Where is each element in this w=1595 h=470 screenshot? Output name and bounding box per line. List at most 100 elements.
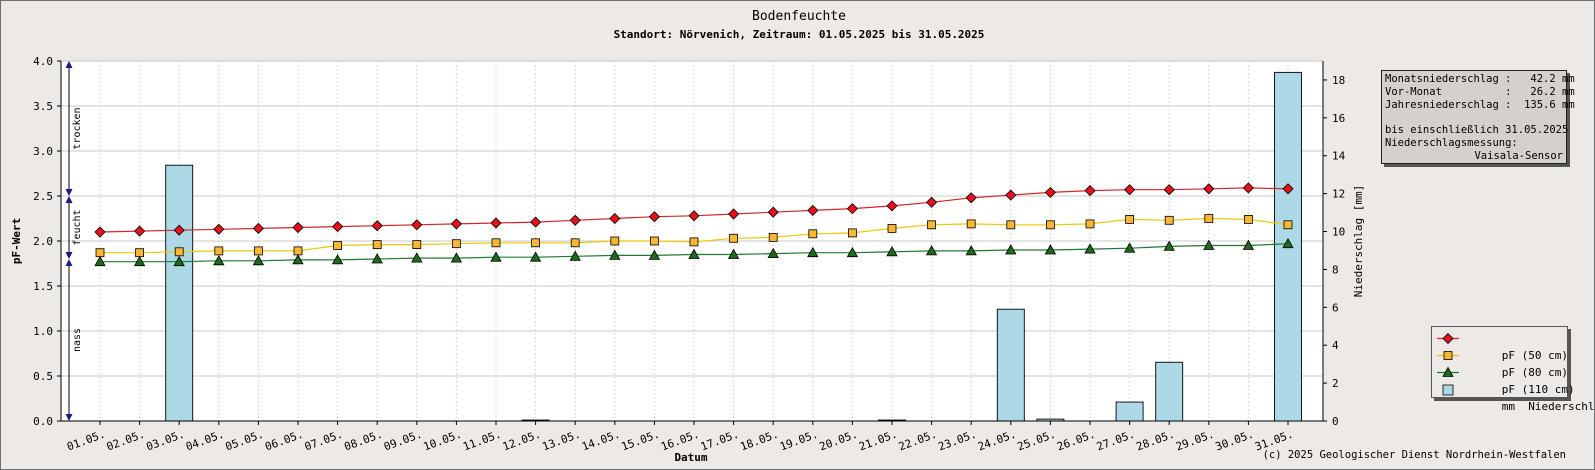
y-tick-label-right: 14 — [1332, 150, 1346, 163]
green-triangle-icon — [1437, 366, 1459, 377]
x-tick-label: 01.05. — [65, 428, 107, 454]
data-point — [1282, 237, 1294, 249]
legend-label: pF (50 cm) — [1501, 349, 1568, 362]
x-tick-label: 13.05. — [540, 428, 582, 454]
zone-arrow-down — [65, 414, 73, 421]
x-tick-label: 07.05. — [303, 428, 345, 454]
data-point — [1242, 182, 1254, 194]
x-tick-label: 14.05. — [580, 428, 622, 454]
data-point — [490, 251, 502, 262]
chart-subtitle: Standort: Nörvenich, Zeitraum: 01.05.202… — [614, 28, 985, 41]
data-point — [925, 245, 938, 256]
precipitation-info-box: Monatsniederschlag : 42.2 mm Vor-Monat :… — [1381, 70, 1575, 164]
data-point — [252, 254, 265, 266]
data-point — [133, 255, 146, 267]
x-tick-label: 22.05. — [897, 428, 939, 454]
precipitation-bar — [1155, 361, 1184, 422]
chart-title: Bodenfeuchte — [752, 9, 846, 24]
zone-arrow-down — [65, 252, 73, 259]
legend-item-pf110: pF (110 cm) — [1432, 364, 1575, 396]
x-tick-label: 28.05. — [1134, 428, 1176, 454]
data-point — [1242, 239, 1255, 250]
data-point — [648, 249, 661, 260]
data-point — [886, 200, 898, 212]
data-point — [173, 224, 185, 236]
data-point — [767, 247, 779, 259]
y-tick-label-left: 1.5 — [33, 280, 53, 293]
zone-arrow-down — [65, 189, 73, 196]
y-tick-label-right: 16 — [1332, 112, 1345, 125]
data-point — [253, 246, 263, 256]
x-tick-label: 27.05. — [1095, 428, 1137, 454]
data-point — [135, 248, 145, 258]
data-point — [134, 225, 146, 237]
data-point — [688, 210, 700, 222]
x-tick-label: 21.05. — [857, 428, 899, 454]
y-tick-label-right: 2 — [1332, 377, 1339, 390]
data-point — [1124, 184, 1136, 196]
y-tick-label-right: 18 — [1332, 74, 1345, 87]
data-point — [1125, 214, 1134, 224]
info-line: Monatsniederschlag : 42.2 mm — [1385, 73, 1575, 85]
data-point — [569, 250, 581, 261]
data-point — [213, 254, 225, 266]
precipitation-bars — [165, 71, 1302, 422]
precipitation-bar — [1115, 401, 1144, 422]
data-point — [966, 219, 976, 229]
data-point — [965, 245, 977, 256]
zone-arrow-up — [65, 196, 73, 203]
data-point — [926, 196, 938, 208]
data-point — [371, 253, 383, 264]
data-point — [569, 214, 581, 226]
data-point — [451, 239, 461, 249]
x-tick-label: 12.05. — [501, 428, 543, 454]
data-point — [1084, 185, 1096, 197]
data-point — [846, 246, 859, 258]
info-sensor: Vaisala-Sensor — [1474, 149, 1563, 162]
legend-label: pF (80 cm) — [1501, 366, 1568, 379]
zone-arrow-up — [65, 259, 73, 266]
x-tick-label: 23.05. — [936, 428, 978, 454]
data-point — [94, 255, 106, 267]
data-point — [965, 192, 977, 204]
data-point — [729, 233, 738, 243]
data-point — [648, 211, 660, 223]
x-tick-label: 19.05. — [778, 428, 820, 454]
data-point — [94, 226, 106, 238]
data-point — [213, 223, 225, 235]
data-point — [1005, 244, 1017, 255]
y-tick-label-left: 0.0 — [33, 415, 53, 428]
y-tick-label-left: 3.0 — [33, 145, 53, 158]
x-tick-label: 05.05. — [224, 428, 266, 454]
data-point — [372, 240, 382, 250]
data-point — [293, 246, 303, 256]
data-point — [531, 238, 540, 248]
y-tick-label-left: 3.5 — [33, 100, 53, 113]
data-point — [1006, 220, 1016, 230]
data-point — [333, 241, 343, 250]
data-point — [491, 238, 501, 248]
data-point — [807, 246, 819, 258]
data-point — [1123, 242, 1136, 253]
data-point — [1046, 220, 1055, 230]
data-point — [252, 222, 264, 234]
x-tick-label: 10.05. — [422, 428, 464, 454]
data-point — [1163, 184, 1175, 196]
y-tick-label-left: 2.0 — [33, 235, 53, 248]
y-axis-label-left: pF-Wert — [10, 218, 23, 264]
y-tick-label-left: 1.0 — [33, 325, 53, 338]
data-point — [173, 255, 185, 267]
x-tick-label: 15.05. — [620, 428, 662, 454]
y-tick-label-left: 4.0 — [33, 55, 53, 68]
zone-label: feucht — [72, 209, 83, 245]
data-point — [1163, 240, 1175, 251]
x-tick-label: 20.05. — [818, 428, 860, 454]
data-point — [848, 228, 857, 238]
data-point — [609, 249, 621, 260]
x-tick-label: 03.05. — [144, 428, 186, 454]
data-point — [411, 252, 423, 263]
data-point — [1283, 220, 1293, 230]
data-point — [1005, 189, 1017, 201]
